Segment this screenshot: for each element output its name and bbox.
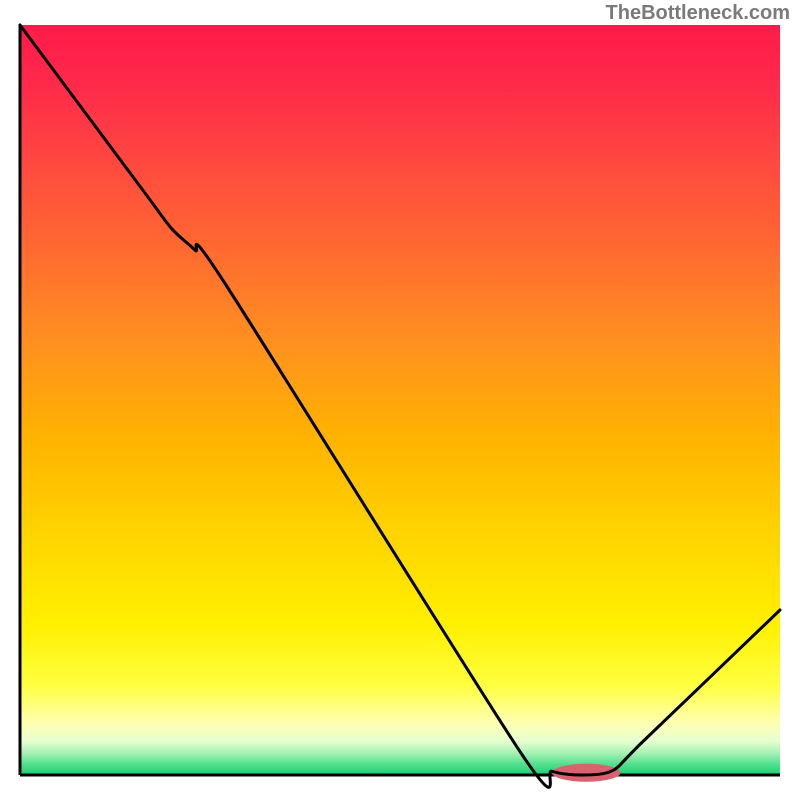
chart-container: { "attribution": "TheBottleneck.com", "c…: [0, 0, 800, 800]
attribution-label: TheBottleneck.com: [606, 2, 790, 25]
plot-background: [20, 25, 780, 775]
bottleneck-chart: [0, 0, 800, 800]
